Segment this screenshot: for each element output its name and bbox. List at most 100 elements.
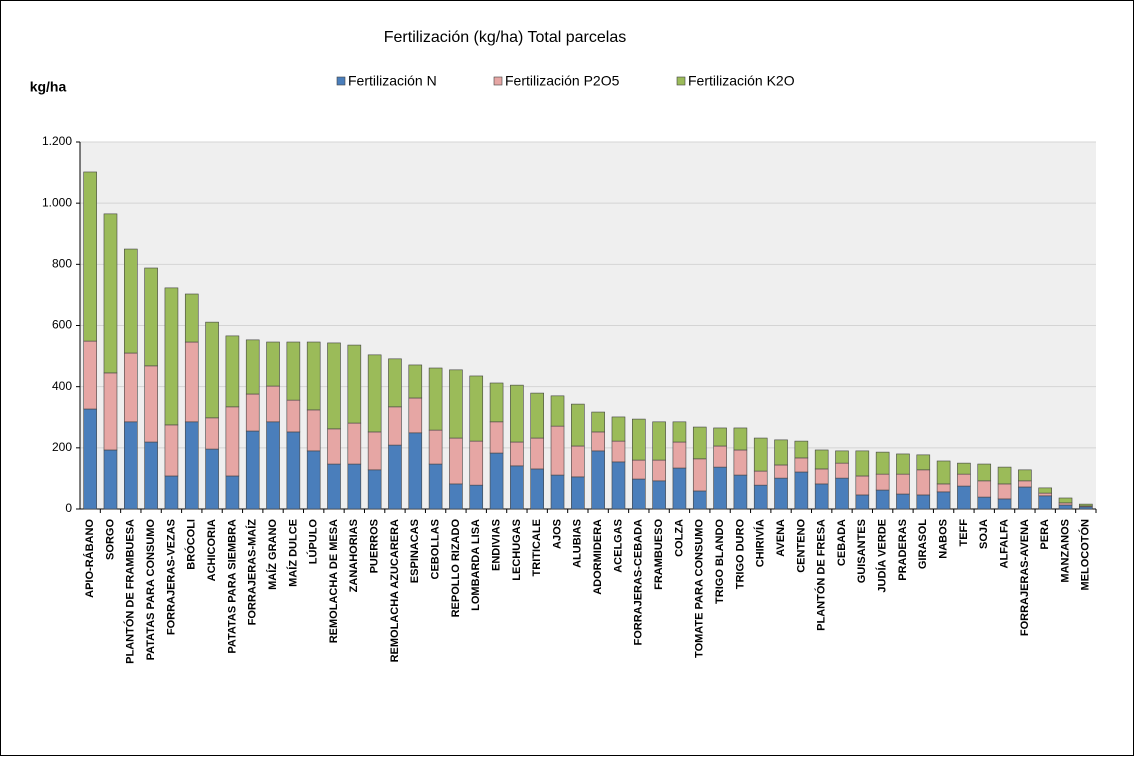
bar-segment: [591, 411, 605, 433]
bar-segment: [753, 484, 768, 510]
bar-segment: [611, 440, 626, 463]
bar-segment: [124, 421, 138, 510]
chart-title: Fertilización (kg/ha) Total parcelas: [384, 29, 626, 46]
bar-segment: [631, 418, 646, 461]
bar-segment: [794, 471, 809, 510]
bar-segment: [205, 448, 219, 510]
x-tick-label: AJOS: [551, 519, 563, 549]
bar-segment: [327, 463, 341, 510]
bar-segment: [489, 452, 504, 510]
bar-segment: [611, 416, 626, 442]
bar-segment: [733, 474, 748, 510]
bar-segment: [306, 409, 321, 452]
x-tick-label: TEFF: [958, 519, 970, 547]
y-tick-label: 400: [52, 379, 72, 393]
bar-segment: [591, 450, 605, 510]
x-tick-label: MELOCOTÓN: [1079, 519, 1092, 591]
x-tick-label: GIRASOL: [917, 519, 929, 569]
x-tick-label: ALUBIAS: [572, 519, 584, 568]
bar-segment: [184, 421, 199, 510]
bar-segment: [672, 467, 687, 510]
x-tick-label: CEBOLLAS: [430, 519, 442, 580]
x-tick-label: GUISANTES: [856, 519, 868, 583]
bar-segment: [388, 358, 402, 408]
bar-segment: [286, 341, 301, 401]
bar-segment: [794, 457, 809, 473]
bar-segment: [306, 341, 321, 411]
bar-segment: [550, 474, 565, 510]
bar-segment: [367, 469, 382, 510]
x-tick-label: ESPINACAS: [409, 519, 421, 583]
bar-segment: [814, 468, 829, 485]
x-tick-label: TRIGO DURO: [734, 519, 746, 590]
bar-segment: [1038, 495, 1052, 510]
bar-segment: [124, 352, 138, 423]
bar-segment: [144, 441, 158, 510]
x-tick-label: FORRAJERAS-MAÍZ: [246, 519, 259, 626]
bar-segment: [571, 403, 585, 447]
bar-segment: [692, 426, 707, 460]
bar-segment: [611, 461, 626, 510]
bar-segment: [814, 483, 829, 510]
x-tick-label: PATATAS PARA SIEMBRA: [226, 519, 238, 654]
bar-segment: [1079, 506, 1093, 510]
y-tick-label: 0: [65, 501, 72, 515]
x-tick-label: SORGO: [104, 519, 116, 560]
bar-segment: [205, 417, 219, 450]
bar-segment: [510, 441, 524, 467]
bar-segment: [530, 392, 545, 439]
x-tick-label: MANZANOS: [1059, 519, 1071, 583]
bar-segment: [530, 437, 545, 470]
bar-segment: [916, 469, 931, 496]
x-tick-label: FORRAJERAS-CEBADA: [633, 519, 645, 646]
bar-segment: [1038, 487, 1052, 494]
bar-segment: [835, 462, 849, 479]
bar-segment: [855, 475, 870, 496]
bar-segment: [774, 477, 788, 510]
legend-swatch: [676, 76, 686, 86]
legend: Fertilización N Fertilización P2O5 Fertili…: [336, 73, 795, 89]
bar-segment: [449, 369, 463, 439]
y-tick-label: 200: [52, 440, 72, 454]
x-tick-label: NABOS: [938, 519, 950, 559]
x-tick-label: FORRAJERAS-AVENA: [1019, 519, 1031, 636]
x-tick-label: ENDIVIAS: [490, 519, 502, 571]
bar-segment: [957, 485, 971, 510]
bar-segment: [794, 440, 809, 459]
x-tick-label: PLANTÓN DE FRESA: [815, 519, 828, 631]
bar-segment: [855, 450, 870, 477]
bar-segment: [855, 494, 870, 510]
bar-segment: [347, 344, 362, 424]
bar-segment: [266, 341, 280, 387]
bar-segment: [205, 321, 219, 419]
bar-segment: [652, 480, 666, 510]
bar-segment: [428, 463, 443, 510]
bar-segment: [489, 421, 504, 454]
bar-segment: [367, 354, 382, 433]
bar-segment: [550, 395, 565, 427]
bar-segment: [266, 385, 280, 423]
y-tick-label: 600: [52, 318, 72, 332]
x-tick-label: ACHICORIA: [206, 519, 218, 581]
bar-segment: [83, 340, 97, 410]
bar-segment: [1058, 504, 1073, 510]
x-tick-label: TRIGO BLANDO: [714, 519, 726, 604]
bar-segment: [936, 491, 951, 510]
y-tick-label: 1.200: [42, 134, 72, 148]
bar-segment: [1079, 503, 1093, 507]
legend-swatch: [493, 76, 503, 86]
bar-segment: [997, 483, 1012, 500]
bar-segment: [916, 494, 931, 510]
bar-segment: [1058, 497, 1073, 504]
bar-segment: [591, 431, 605, 452]
x-tick-label: MAÍZ DULCE: [286, 519, 299, 587]
bar-segment: [875, 473, 890, 491]
x-tick-label: ACELGAS: [612, 519, 624, 573]
bar-segment: [957, 462, 971, 475]
bar-segment: [164, 475, 179, 510]
bar-segment: [286, 399, 301, 433]
bar-segment: [428, 429, 443, 465]
bar-segment: [1038, 492, 1052, 497]
bar-segment: [225, 406, 240, 477]
bar-segment: [550, 425, 565, 476]
